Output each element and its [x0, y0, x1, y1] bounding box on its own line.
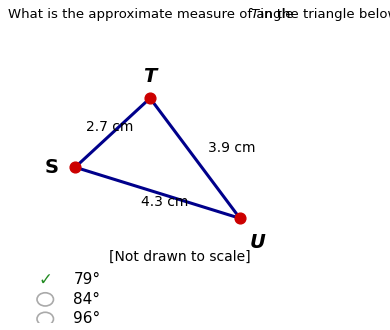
Text: 3.9 cm: 3.9 cm: [208, 141, 255, 155]
Text: 96°: 96°: [73, 312, 101, 326]
Text: ✓: ✓: [38, 271, 52, 289]
Text: 84°: 84°: [73, 292, 100, 307]
Text: [Not drawn to scale]: [Not drawn to scale]: [109, 250, 250, 264]
Text: 2.7 cm: 2.7 cm: [87, 120, 134, 134]
Text: T: T: [250, 8, 258, 21]
Point: [147, 96, 153, 101]
Text: 79°: 79°: [73, 272, 101, 287]
Text: What is the approximate measure of angle: What is the approximate measure of angle: [8, 8, 298, 21]
Text: S: S: [44, 158, 58, 177]
Text: U: U: [249, 233, 265, 252]
Point: [237, 216, 243, 221]
Text: 4.3 cm: 4.3 cm: [141, 195, 188, 209]
Point: [72, 165, 78, 170]
Text: in the triangle below?: in the triangle below?: [256, 8, 390, 21]
Text: T: T: [144, 67, 157, 86]
